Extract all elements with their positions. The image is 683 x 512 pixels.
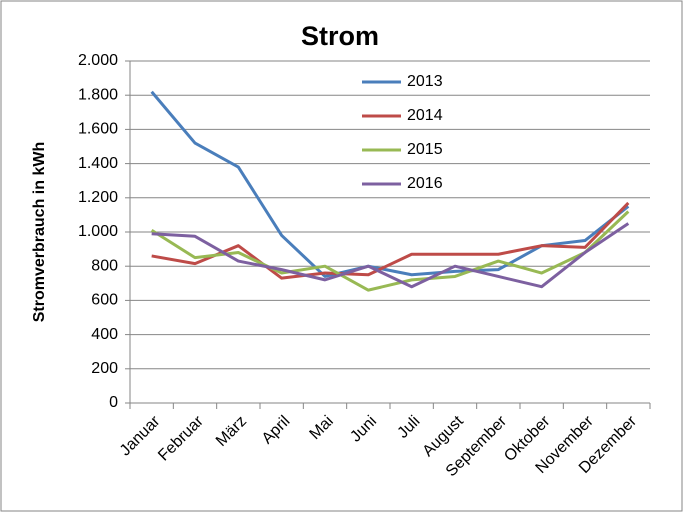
series-line <box>151 222 630 289</box>
y-tick-label: 1.000 <box>78 223 118 240</box>
y-tick-label: 0 <box>109 394 118 411</box>
series-line <box>150 210 630 292</box>
legend-label: 2013 <box>407 73 443 90</box>
y-axis-label: Stromverbrauch in kWh <box>31 142 48 322</box>
legend-label: 2014 <box>407 107 443 124</box>
legend-label: 2015 <box>407 141 443 158</box>
chart-title: Strom <box>301 21 379 51</box>
y-tick-label: 200 <box>91 360 118 377</box>
y-tick-label: 400 <box>91 326 118 343</box>
y-tick-label: 1.200 <box>78 189 118 206</box>
series-line <box>151 201 630 280</box>
legend-label: 2016 <box>407 175 443 192</box>
y-tick-label: 800 <box>91 257 118 274</box>
y-tick-label: 1.400 <box>78 155 118 172</box>
y-tick-label: 1.800 <box>78 86 118 103</box>
y-tick-label: 1.600 <box>78 121 118 138</box>
y-tick-label: 2.000 <box>78 52 118 69</box>
y-tick-label: 600 <box>91 292 118 309</box>
